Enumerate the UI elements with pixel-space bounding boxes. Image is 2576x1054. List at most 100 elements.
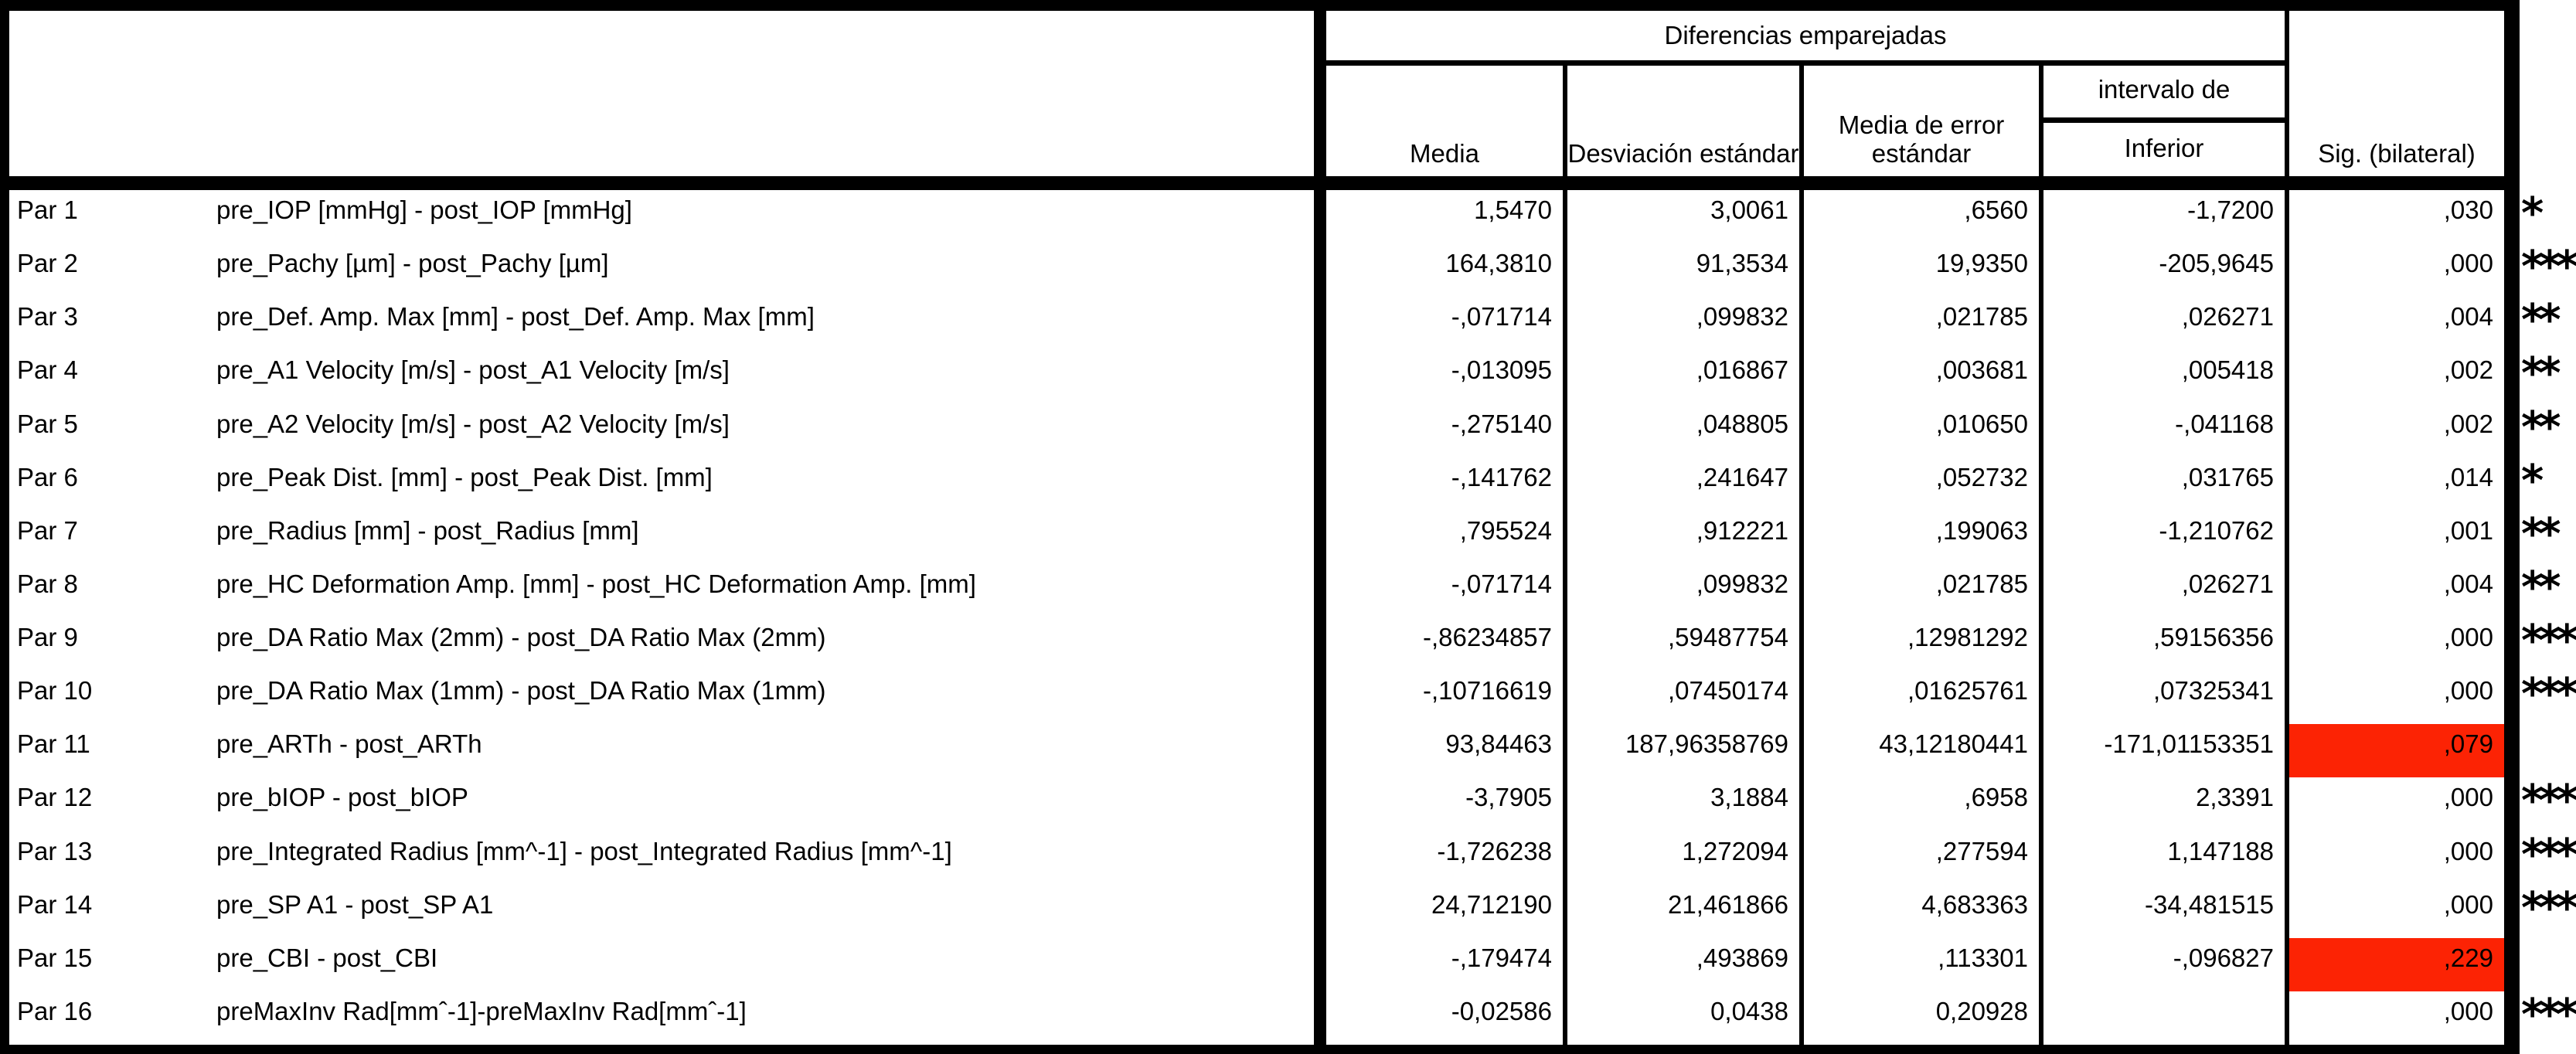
table-row: Par 9 pre_DA Ratio Max (2mm) - post_DA R… <box>0 617 2576 671</box>
group-header-underline <box>1326 60 2285 66</box>
pair-number: Par 8 <box>17 569 78 598</box>
std-error-mean-cell: ,021785 <box>1804 564 2039 617</box>
stars-marker: ** <box>2521 350 2561 400</box>
significance-cell: ,002 <box>2289 404 2504 457</box>
std-error-mean-cell: ,003681 <box>1804 350 2039 403</box>
std-error-mean-cell: ,277594 <box>1804 831 2039 885</box>
std-deviation-value: ,241647 <box>1696 462 1788 491</box>
table-row: Par 11 pre_ARTh - post_ARTh 93,84463 187… <box>0 724 2576 778</box>
std-error-value: ,021785 <box>1935 302 2028 332</box>
mean-cell: 164,3810 <box>1326 243 1563 297</box>
column-header-significance: Sig. (bilateral) <box>2318 139 2476 168</box>
std-deviation-value: ,048805 <box>1696 409 1788 438</box>
mean-value: -,071714 <box>1451 302 1552 332</box>
stars-marker: *** <box>2521 884 2576 933</box>
pair-number-cell: Par 14 <box>9 885 216 938</box>
table-row: Par 14 pre_SP A1 - post_SP A1 24,712190 … <box>0 885 2576 938</box>
stars-marker: *** <box>2521 991 2576 1040</box>
pair-description: pre_ARTh - post_ARTh <box>216 729 482 759</box>
table-border-top <box>0 0 2520 11</box>
interval-header-underline <box>2043 117 2285 123</box>
pair-number-cell: Par 9 <box>9 617 216 671</box>
pair-description: pre_A2 Velocity [m/s] - post_A2 Velocity… <box>216 409 730 438</box>
pair-number: Par 14 <box>17 889 93 919</box>
significance-cell: ,229 <box>2289 937 2504 991</box>
std-error-mean-cell: ,6560 <box>1804 190 2039 243</box>
pair-description-cell: pre_DA Ratio Max (2mm) - post_DA Ratio M… <box>216 617 1314 671</box>
std-error-value: ,113301 <box>1938 943 2028 972</box>
significance-value: ,000 <box>2443 783 2493 812</box>
std-error-mean-cell: ,113301 <box>1804 938 2039 991</box>
significance-cell: ,030 <box>2289 190 2504 243</box>
header-separator <box>0 176 2520 190</box>
column-header-interval: intervalo de <box>2098 74 2231 104</box>
std-deviation-value: 1,272094 <box>1682 836 1788 865</box>
significance-value: ,000 <box>2443 996 2493 1025</box>
pair-number-cell: Par 7 <box>9 511 216 564</box>
significance-cell: ,079 <box>2289 724 2504 778</box>
table-row: Par 16 preMaxInv Rad[mmˆ-1]-preMaxInv Ra… <box>0 991 2576 1045</box>
column-header-lower: Inferior <box>2124 133 2204 162</box>
significance-stars: *** <box>2520 617 2576 671</box>
mean-cell: 1,5470 <box>1326 190 1563 243</box>
significance-value: ,004 <box>2443 302 2493 332</box>
std-error-value: ,199063 <box>1935 515 2028 545</box>
table-row: Par 4 pre_A1 Velocity [m/s] - post_A1 Ve… <box>0 350 2576 403</box>
significance-cell: ,004 <box>2289 297 2504 350</box>
column-header-std-deviation: Desviación estándar <box>1567 139 1799 168</box>
stars-marker: * <box>2521 457 2544 506</box>
significance-value: ,229 <box>2443 943 2493 972</box>
std-deviation-cell: ,048805 <box>1567 404 1799 457</box>
significance-cell: ,000 <box>2289 243 2504 297</box>
pair-description-cell: preMaxInv Rad[mmˆ-1]-preMaxInv Rad[mmˆ-1… <box>216 991 1314 1045</box>
column-divider-sd-sem <box>1799 62 1804 1045</box>
table-row: Par 10 pre_DA Ratio Max (1mm) - post_DA … <box>0 671 2576 724</box>
table-row: Par 6 pre_Peak Dist. [mm] - post_Peak Di… <box>0 457 2576 511</box>
mean-cell: -,179474 <box>1326 938 1563 991</box>
stars-marker: ** <box>2521 403 2561 453</box>
significance-value: ,000 <box>2443 676 2493 706</box>
lower-bound-cell: ,026271 <box>2043 564 2285 617</box>
mean-value: -3,7905 <box>1465 783 1552 812</box>
std-error-value: ,003681 <box>1935 355 2028 385</box>
stars-marker: *** <box>2521 831 2576 880</box>
significance-cell: ,002 <box>2289 350 2504 403</box>
std-deviation-value: ,016867 <box>1696 355 1788 385</box>
label-data-divider <box>1314 0 1326 1054</box>
stars-marker: * <box>2521 190 2544 239</box>
significance-value: ,000 <box>2443 836 2493 865</box>
mean-cell: -0,02586 <box>1326 991 1563 1045</box>
lower-bound-value: -1,210762 <box>2159 515 2274 545</box>
std-deviation-value: ,07450174 <box>1668 676 1788 706</box>
significance-cell: ,000 <box>2289 885 2504 938</box>
pair-description-cell: pre_Pachy [µm] - post_Pachy [µm] <box>216 243 1314 297</box>
significance-cell: ,000 <box>2289 831 2504 885</box>
mean-value: 164,3810 <box>1445 249 1552 278</box>
pair-description: pre_Peak Dist. [mm] - post_Peak Dist. [m… <box>216 462 713 491</box>
pair-description: pre_CBI - post_CBI <box>216 943 438 972</box>
pair-number-cell: Par 15 <box>9 938 216 991</box>
std-error-mean-cell: ,052732 <box>1804 457 2039 511</box>
lower-bound-value: 1,147188 <box>2167 836 2274 865</box>
table-row: Par 5 pre_A2 Velocity [m/s] - post_A2 Ve… <box>0 404 2576 457</box>
std-error-value: ,010650 <box>1935 409 2028 438</box>
std-error-mean-cell: ,021785 <box>1804 297 2039 350</box>
lower-bound-cell: 2,3391 <box>2043 777 2285 831</box>
lower-bound-cell: 1,147188 <box>2043 831 2285 885</box>
significance-value: ,000 <box>2443 249 2493 278</box>
std-deviation-value: 3,1884 <box>1710 783 1788 812</box>
std-deviation-value: 21,461866 <box>1668 889 1788 919</box>
lower-bound-cell: ,005418 <box>2043 350 2285 403</box>
stars-marker: *** <box>2521 671 2576 720</box>
column-divider-lower-sig <box>2285 11 2289 1045</box>
pair-description: pre_A1 Velocity [m/s] - post_A1 Velocity… <box>216 355 730 385</box>
stars-marker: ** <box>2521 563 2561 613</box>
lower-bound-cell: -205,9645 <box>2043 243 2285 297</box>
significance-stars: *** <box>2520 777 2576 831</box>
significance-stars <box>2520 938 2576 991</box>
mean-value: ,795524 <box>1459 515 1552 545</box>
stars-marker: ** <box>2521 297 2561 346</box>
table-border-left <box>0 0 9 1054</box>
pair-number-cell: Par 4 <box>9 350 216 403</box>
std-deviation-value: 0,0438 <box>1710 996 1788 1025</box>
